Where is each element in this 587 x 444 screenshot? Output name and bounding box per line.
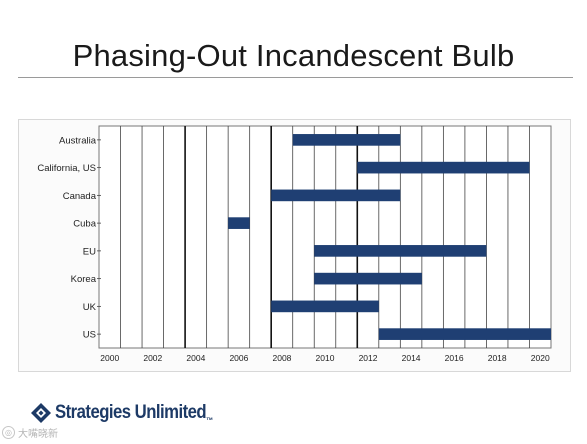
x-tick-label: 2012: [359, 353, 378, 363]
category-label: US: [83, 330, 96, 341]
gantt-bar: [314, 245, 487, 257]
gantt-bar: [292, 134, 401, 146]
logo-mark-icon: [31, 403, 51, 423]
watermark-icon: ◎: [2, 426, 15, 439]
category-label: Korea: [71, 274, 97, 285]
category-label: UK: [83, 302, 97, 313]
x-tick-label: 2020: [531, 353, 550, 363]
gantt-bar: [271, 300, 379, 313]
category-label: Australia: [59, 135, 97, 146]
category-label: Canada: [63, 191, 97, 202]
category-label: Cuba: [73, 219, 96, 230]
x-tick-label: 2018: [488, 353, 507, 363]
x-tick-label: 2016: [445, 353, 464, 363]
gantt-bar: [271, 189, 401, 202]
company-logo: Strategies Unlimited™: [30, 401, 234, 425]
watermark: ◎ 大嘴晓新: [2, 425, 58, 440]
gantt-bar: [228, 217, 250, 229]
x-tick-label: 2002: [143, 353, 162, 363]
chart-frame: Australia California, US Canada Cuba EU Korea…: [18, 119, 571, 372]
x-tick-label: 2000: [100, 353, 119, 363]
slide-title: Phasing-Out Incandescent Bulb: [72, 38, 515, 73]
watermark-text: 大嘴晓新: [18, 429, 58, 440]
logo-text: Strategies Unlimited™: [55, 401, 213, 425]
gantt-chart: Australia California, US Canada Cuba EU Korea…: [37, 125, 552, 363]
x-tick-label: 2014: [402, 353, 421, 363]
category-label: EU: [83, 246, 96, 257]
gantt-bar: [357, 161, 530, 174]
x-tick-label: 2010: [316, 353, 335, 363]
x-tick-label: 2006: [229, 353, 248, 363]
gantt-bar: [378, 328, 551, 340]
plot-area: [98, 125, 552, 349]
category-label: California, US: [37, 163, 96, 174]
x-tick-label: 2004: [186, 353, 205, 363]
x-tick-label: 2008: [272, 353, 291, 363]
gantt-bar: [314, 272, 422, 285]
title-divider: [18, 77, 573, 78]
